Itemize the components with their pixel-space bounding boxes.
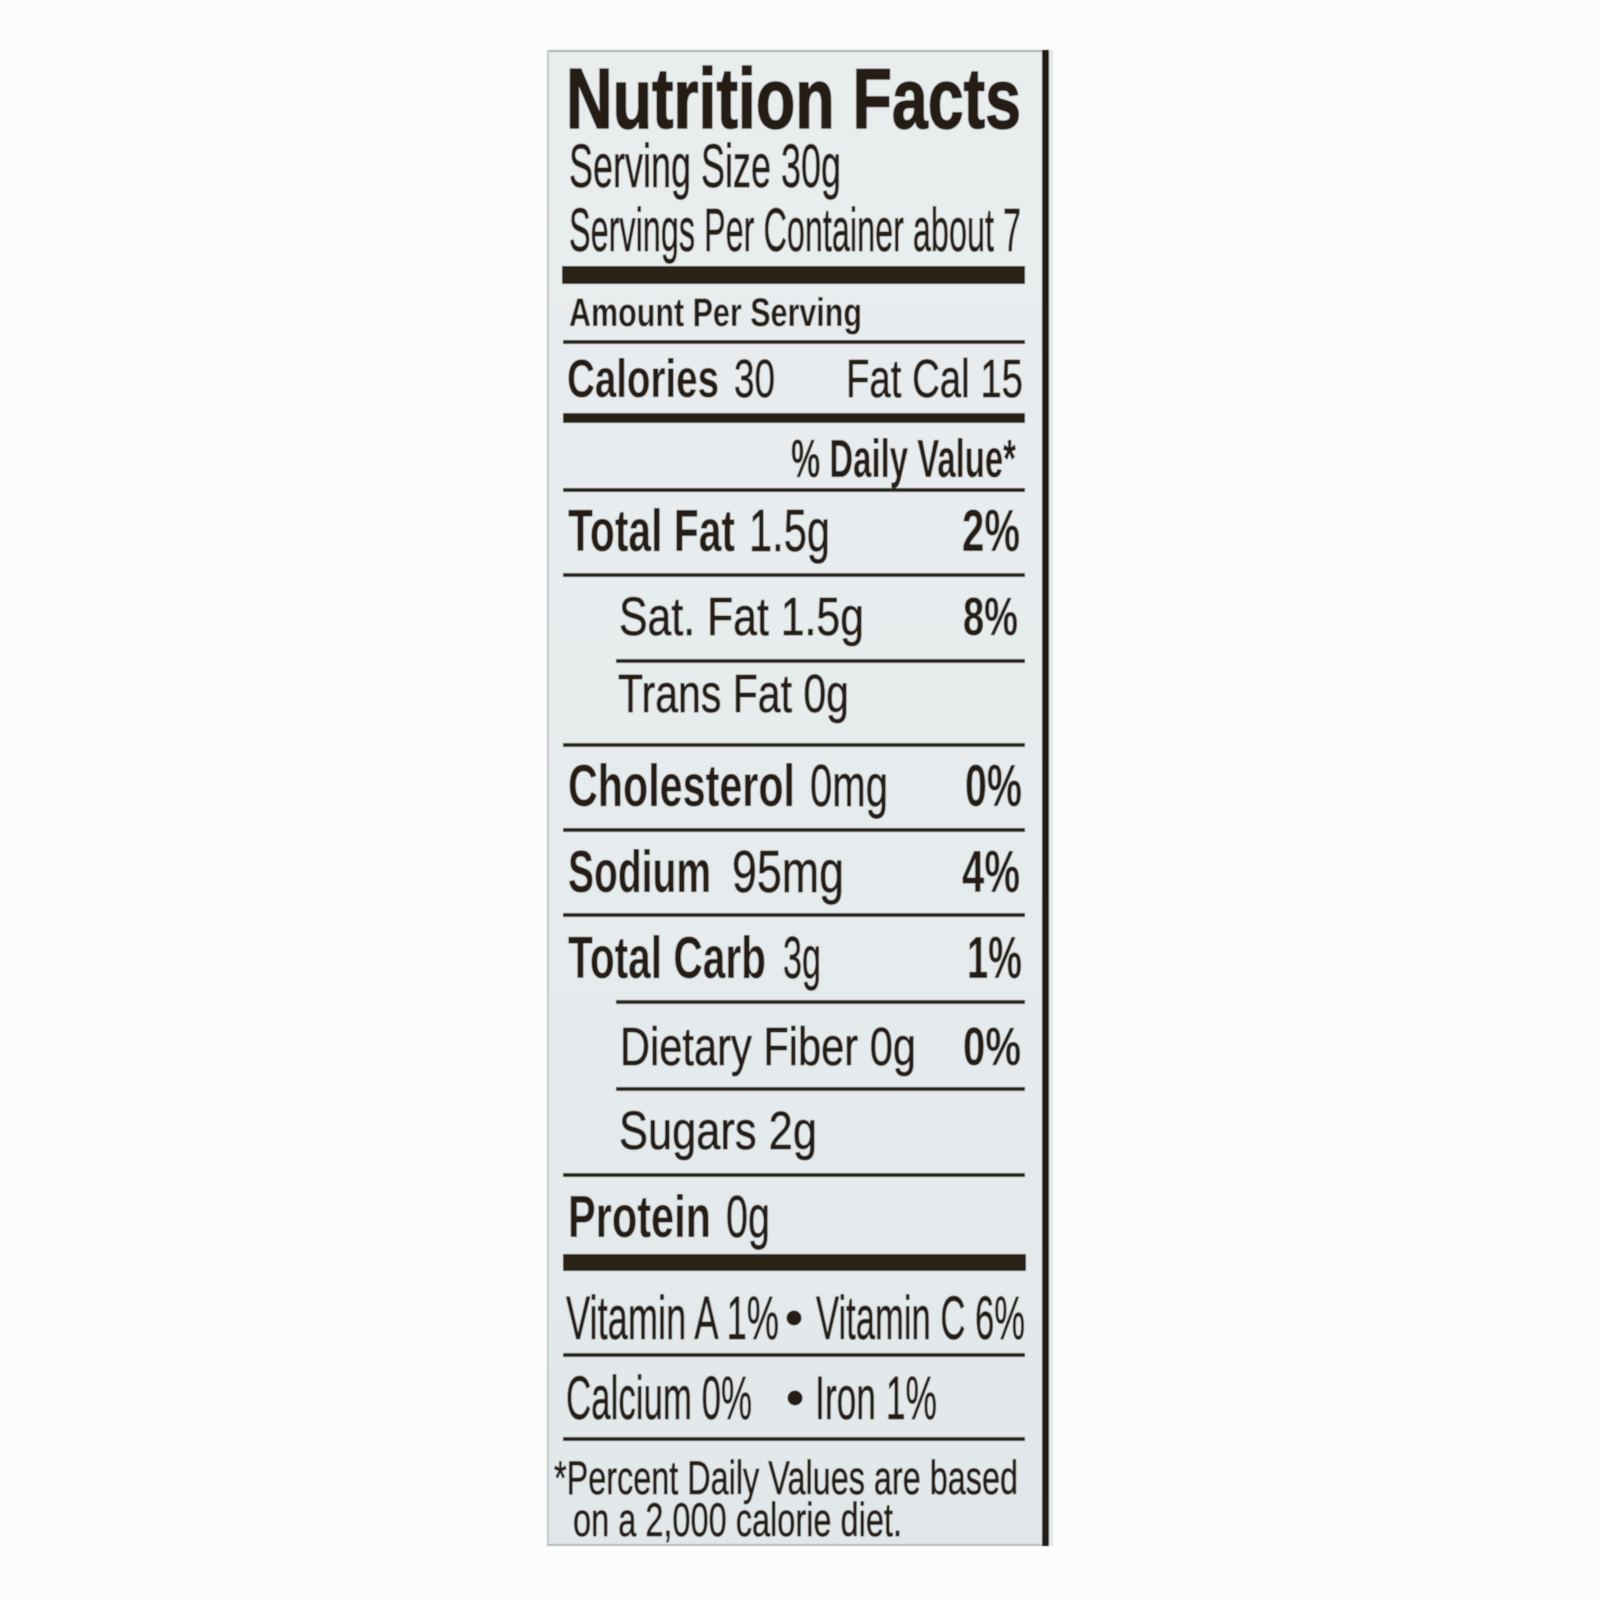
svg-text:Calories: Calories (567, 349, 719, 409)
svg-text:Nutrition Facts: Nutrition Facts (566, 52, 1021, 147)
svg-text:% Daily Value*: % Daily Value* (791, 429, 1016, 489)
svg-text:0mg: 0mg (810, 753, 888, 819)
svg-text:Amount Per Serving: Amount Per Serving (569, 291, 862, 335)
svg-text:3g: 3g (783, 925, 821, 991)
svg-text:30: 30 (734, 349, 775, 409)
svg-text:Calcium 0%: Calcium 0% (566, 1364, 752, 1432)
svg-text:0%: 0% (963, 1017, 1021, 1077)
svg-text:8%: 8% (963, 587, 1018, 647)
svg-text:95mg: 95mg (732, 839, 844, 905)
svg-text:Cholesterol: Cholesterol (568, 753, 795, 819)
svg-text:Servings Per Container about 7: Servings Per Container about 7 (569, 196, 1021, 264)
svg-text:Protein: Protein (568, 1184, 711, 1250)
svg-text:Sugars 2g: Sugars 2g (619, 1101, 817, 1161)
svg-text:Vitamin C 6%: Vitamin C 6% (816, 1284, 1025, 1352)
svg-text:1.5g: 1.5g (749, 498, 830, 564)
svg-text:on a 2,000 calorie diet.: on a 2,000 calorie diet. (573, 1493, 902, 1546)
svg-text:0%: 0% (965, 753, 1022, 819)
svg-text:Serving Size 30g: Serving Size 30g (569, 132, 841, 200)
svg-text:Total Fat: Total Fat (568, 498, 735, 564)
svg-text:4%: 4% (962, 839, 1020, 905)
svg-text:1%: 1% (967, 925, 1022, 991)
svg-text:Iron 1%: Iron 1% (815, 1364, 937, 1432)
svg-text:Dietary Fiber 0g: Dietary Fiber 0g (620, 1017, 916, 1077)
svg-text:2%: 2% (962, 498, 1020, 564)
svg-text:Fat Cal 15: Fat Cal 15 (846, 349, 1023, 409)
svg-text:Vitamin A 1%: Vitamin A 1% (566, 1284, 779, 1352)
svg-text:0g: 0g (726, 1184, 770, 1250)
svg-text:Total Carb: Total Carb (568, 925, 766, 991)
svg-text:*Percent Daily Values are base: *Percent Daily Values are based (554, 1451, 1018, 1504)
svg-text:Trans Fat 0g: Trans Fat 0g (618, 664, 849, 724)
svg-text:Sodium: Sodium (568, 839, 711, 905)
svg-text:Sat. Fat 1.5g: Sat. Fat 1.5g (619, 587, 864, 647)
